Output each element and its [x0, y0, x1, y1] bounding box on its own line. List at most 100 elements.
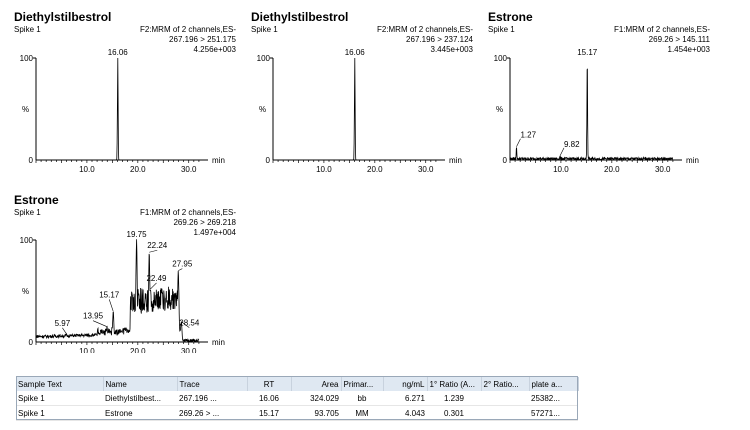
peak-label: 9.82	[564, 140, 580, 149]
chromatogram-plot: 100 0% 10.0 20.0 30.0 min 16.06	[257, 48, 462, 174]
chromatogram-plot: 100 0% 10.0 20.0 30.0 min 5.97 13.95 15.17 19.75 2…	[20, 230, 225, 353]
table-row[interactable]: Spike 1 Estrone 269.26 > ... 15.17 93.70…	[16, 406, 578, 421]
x-tick-label: 20.0	[367, 165, 383, 174]
peak-leader	[62, 327, 67, 335]
peak-label: 15.17	[577, 48, 598, 57]
channel-info: F2:MRM of 2 channels,ES- 267.196 > 251.1…	[140, 25, 236, 55]
results-table: Sample Text Name Trace RT Area Primar...…	[16, 377, 579, 421]
column-header[interactable]: 2° Ratio...	[481, 377, 530, 391]
x-tick-label: 20.0	[604, 165, 620, 174]
y-tick-label: 100	[20, 236, 34, 245]
sample-label: Spike 1	[251, 25, 278, 34]
channel-line-1: F1:MRM of 2 channels,ES-	[139, 208, 236, 217]
table-cell: Spike 1	[18, 408, 45, 418]
x-axis-label: min	[212, 338, 225, 347]
x-tick-label: 10.0	[79, 165, 95, 174]
x-tick-label: 10.0	[316, 165, 332, 174]
table-cell: MM	[355, 408, 369, 418]
table-cell: bb	[357, 393, 367, 403]
column-header[interactable]: Primar...	[341, 377, 384, 391]
x-tick-label: 20.0	[130, 347, 146, 353]
chromatogram-panel-1: Diethylstilbestrol Spike 1 F2:MRM of 2 c…	[14, 10, 236, 178]
table-cell: 0.301	[443, 408, 465, 418]
peak-leader	[516, 138, 521, 147]
chromatogram-panel-3: Estrone Spike 1 F1:MRM of 2 channels,ES-…	[488, 10, 710, 178]
peak-label: 15.17	[99, 290, 120, 299]
channel-line-1: F2:MRM of 2 channels,ES-	[376, 25, 473, 34]
column-header[interactable]: Trace	[177, 377, 248, 391]
table-cell: 57271...	[531, 408, 560, 418]
peak-label: 22.24	[147, 241, 168, 250]
table-cell: 15.17	[258, 408, 280, 418]
x-tick-label: 30.0	[181, 347, 197, 353]
peak-leader	[92, 320, 108, 327]
table-cell: Spike 1	[18, 393, 45, 403]
column-header[interactable]: Area	[291, 377, 342, 391]
sample-label: Spike 1	[14, 208, 41, 217]
peak-label: 16.06	[108, 48, 129, 57]
table-cell: 269.26 > ...	[179, 408, 220, 418]
x-tick-label: 30.0	[181, 165, 197, 174]
peak-label: 1.27	[520, 131, 536, 140]
sample-label: Spike 1	[14, 25, 41, 34]
column-header[interactable]: plate a...	[529, 377, 579, 391]
channel-line-2: 267.196 > 251.175	[169, 35, 236, 44]
peak-leader	[149, 249, 158, 253]
y-tick-label: 100	[257, 54, 271, 63]
table-cell: 1.239	[443, 393, 465, 403]
peak-leader	[559, 147, 565, 157]
column-header[interactable]: ng/mL	[383, 377, 428, 391]
y-axis-label: %	[259, 105, 266, 114]
table-cell: 267.196 ...	[179, 393, 217, 403]
peak-leader	[108, 299, 114, 312]
table-header-row: Sample Text Name Trace RT Area Primar...…	[16, 377, 579, 391]
x-tick-label: 30.0	[655, 165, 671, 174]
chromatogram-panel-2: Diethylstilbestrol Spike 1 F2:MRM of 2 c…	[251, 10, 473, 178]
peak-leader	[181, 321, 190, 328]
x-tick-label: 10.0	[553, 165, 569, 174]
peak-label: 5.97	[55, 319, 71, 328]
table-cell: Estrone	[105, 408, 133, 418]
channel-line-3: 3.445e+003	[430, 45, 474, 54]
x-axis-label: min	[686, 156, 699, 165]
peak-label: 28.54	[179, 319, 200, 328]
table-cell: 25382...	[531, 393, 560, 403]
y-tick-label: 0	[503, 156, 508, 165]
channel-line-2: 269.26 > 145.111	[648, 35, 710, 44]
peak-leader	[178, 268, 183, 271]
y-tick-label: 100	[20, 54, 34, 63]
peak-label: 19.75	[127, 230, 148, 239]
table-cell: 6.271	[404, 393, 425, 403]
peak-label: 13.95	[83, 312, 104, 321]
channel-line-3: 1.454e+003	[667, 45, 711, 54]
channel-line-2: 269.26 > 269.218	[173, 218, 236, 227]
channel-line-3: 1.497e+004	[193, 228, 237, 237]
chromatogram-panel-4: Estrone Spike 1 F1:MRM of 2 channels,ES-…	[14, 193, 236, 353]
y-tick-label: 100	[494, 54, 508, 63]
column-header[interactable]: RT	[247, 377, 292, 391]
table-cell: 16.06	[258, 393, 280, 403]
column-header[interactable]: Sample Text	[16, 377, 104, 391]
trace-line	[273, 57, 436, 161]
column-header[interactable]: 1° Ratio (A...	[427, 377, 482, 391]
trace-line	[509, 68, 674, 162]
channel-line-2: 267.196 > 237.124	[406, 35, 473, 44]
sample-label: Spike 1	[488, 25, 515, 34]
channel-line-1: F2:MRM of 2 channels,ES-	[139, 25, 236, 34]
table-cell	[481, 391, 529, 406]
table-cell: 4.043	[404, 408, 425, 418]
peak-label: 27.95	[172, 260, 193, 269]
y-tick-label: 0	[29, 338, 34, 347]
peak-label: 16.06	[345, 48, 366, 57]
table-cell: Diethylstilbest...	[105, 393, 162, 403]
channel-line-1: F1:MRM of 2 channels,ES-	[613, 25, 710, 34]
peak-leader	[150, 282, 157, 290]
table-row[interactable]: Spike 1 Diethylstilbest... 267.196 ... 1…	[16, 391, 578, 406]
table-cell: 324.029	[310, 393, 339, 403]
x-axis-label: min	[449, 156, 462, 165]
channel-info: F1:MRM of 2 channels,ES- 269.26 > 269.21…	[140, 208, 236, 238]
column-header[interactable]: Name	[103, 377, 178, 391]
channel-info: F2:MRM of 2 channels,ES- 267.196 > 237.1…	[377, 25, 473, 55]
table-cell	[481, 406, 529, 421]
trace-line	[36, 57, 199, 161]
